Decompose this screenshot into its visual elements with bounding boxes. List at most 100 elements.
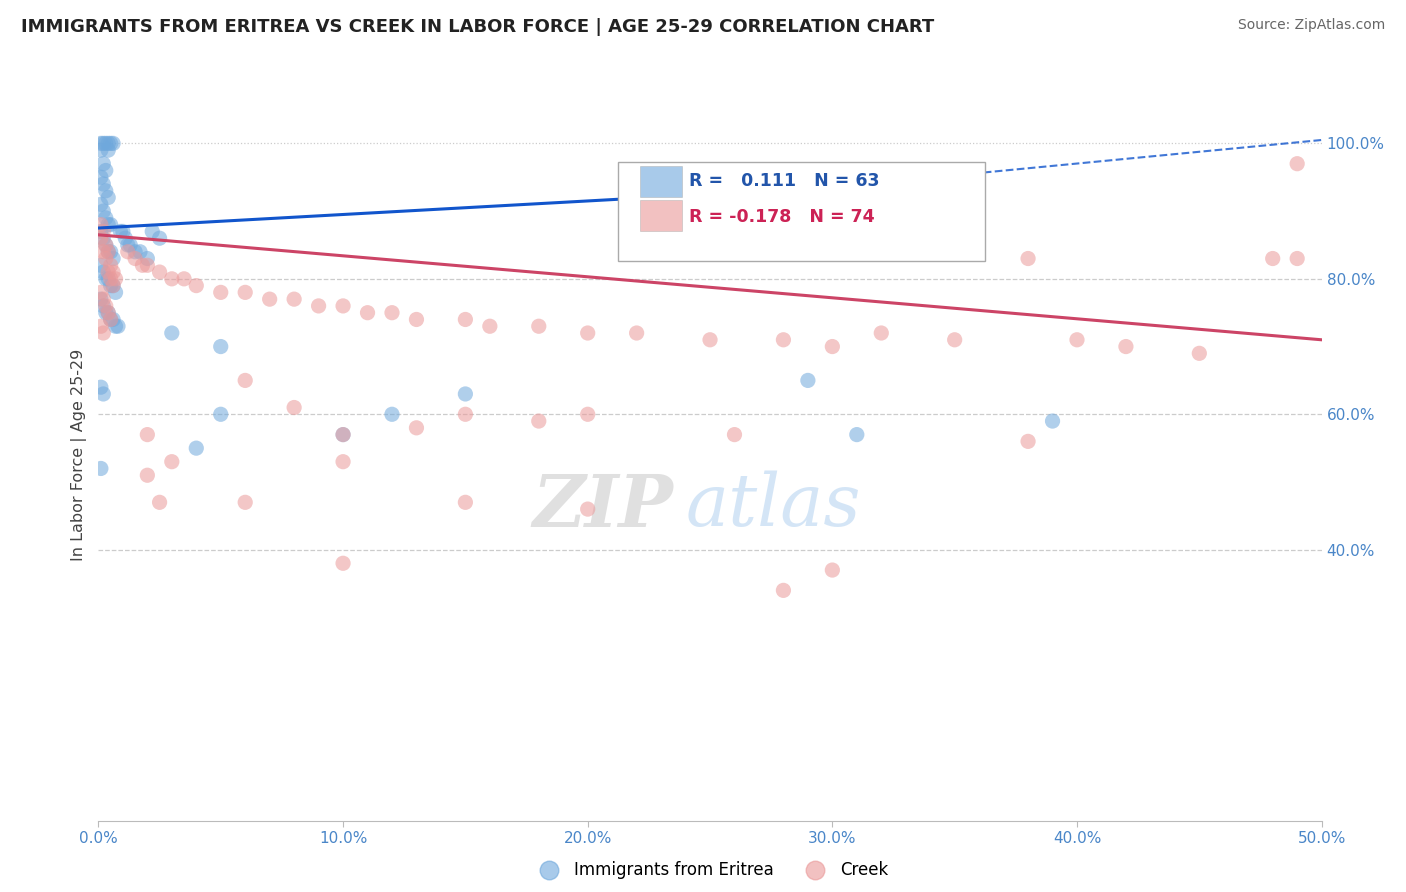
Point <box>129 244 152 259</box>
Point <box>90 136 112 151</box>
Point <box>283 401 305 415</box>
Point <box>101 252 124 266</box>
Point <box>797 373 820 387</box>
Point <box>90 380 112 394</box>
Point <box>91 231 114 245</box>
Point <box>91 387 114 401</box>
Point <box>110 224 132 238</box>
Point <box>405 421 427 435</box>
Point <box>186 278 208 293</box>
Point <box>160 326 183 340</box>
Point <box>723 427 745 442</box>
Point <box>91 244 114 259</box>
Legend: Immigrants from Eritrea, Creek: Immigrants from Eritrea, Creek <box>526 855 894 886</box>
Point <box>90 218 112 232</box>
Point <box>821 563 844 577</box>
Point <box>209 285 232 300</box>
Point <box>97 218 120 232</box>
Point <box>1261 252 1284 266</box>
Point <box>381 407 404 421</box>
Point <box>943 333 966 347</box>
Point <box>94 184 117 198</box>
Point <box>454 312 477 326</box>
Point <box>381 306 404 320</box>
Point <box>308 299 330 313</box>
Point <box>1286 252 1309 266</box>
Point <box>90 231 112 245</box>
Point <box>101 278 124 293</box>
Text: R = -0.178   N = 74: R = -0.178 N = 74 <box>689 208 875 227</box>
Text: Source: ZipAtlas.com: Source: ZipAtlas.com <box>1237 18 1385 32</box>
Point <box>124 244 146 259</box>
Point <box>1115 340 1137 354</box>
Point <box>186 441 208 455</box>
Point <box>332 299 354 313</box>
Point <box>94 238 117 252</box>
Point <box>454 407 477 421</box>
FancyBboxPatch shape <box>619 162 986 261</box>
Point <box>821 340 844 354</box>
Point <box>90 461 112 475</box>
Point <box>527 319 550 334</box>
Point <box>283 292 305 306</box>
Point <box>90 197 112 211</box>
Point <box>97 244 120 259</box>
Point <box>1188 346 1211 360</box>
Point <box>90 258 112 272</box>
Point <box>332 427 354 442</box>
Point <box>97 190 120 204</box>
Point <box>117 244 139 259</box>
Point <box>845 427 868 442</box>
Point <box>97 272 120 286</box>
Point <box>94 238 117 252</box>
Point <box>91 224 114 238</box>
Point <box>136 427 159 442</box>
Point <box>405 312 427 326</box>
Point <box>91 204 114 219</box>
Y-axis label: In Labor Force | Age 25-29: In Labor Force | Age 25-29 <box>72 349 87 561</box>
Point <box>101 136 124 151</box>
Point <box>100 312 122 326</box>
Point <box>100 272 122 286</box>
FancyBboxPatch shape <box>640 166 682 197</box>
Point <box>91 265 114 279</box>
Point <box>120 238 142 252</box>
Point <box>91 177 114 191</box>
Point <box>91 157 114 171</box>
Point <box>1042 414 1064 428</box>
Point <box>356 306 378 320</box>
Text: IMMIGRANTS FROM ERITREA VS CREEK IN LABOR FORCE | AGE 25-29 CORRELATION CHART: IMMIGRANTS FROM ERITREA VS CREEK IN LABO… <box>21 18 935 36</box>
Point <box>90 292 112 306</box>
Point <box>332 427 354 442</box>
Point <box>101 265 124 279</box>
Point <box>104 319 127 334</box>
Point <box>97 244 120 259</box>
Point <box>100 278 122 293</box>
Point <box>100 258 122 272</box>
Point <box>90 285 112 300</box>
Point <box>131 258 153 272</box>
Point <box>97 306 120 320</box>
Point <box>94 299 117 313</box>
Point <box>478 319 501 334</box>
Point <box>97 136 120 151</box>
Point <box>114 231 136 245</box>
Point <box>149 495 172 509</box>
Point <box>94 252 117 266</box>
Text: atlas: atlas <box>686 471 860 541</box>
Point <box>91 136 114 151</box>
Point <box>97 306 120 320</box>
Point <box>100 312 122 326</box>
Point <box>209 407 232 421</box>
FancyBboxPatch shape <box>640 201 682 231</box>
Point <box>870 326 893 340</box>
Point <box>94 272 117 286</box>
Point <box>454 495 477 509</box>
Point <box>100 218 122 232</box>
Point <box>1017 434 1039 449</box>
Point <box>111 224 134 238</box>
Point <box>626 326 648 340</box>
Point <box>233 285 256 300</box>
Point <box>91 299 114 313</box>
Point <box>101 312 124 326</box>
